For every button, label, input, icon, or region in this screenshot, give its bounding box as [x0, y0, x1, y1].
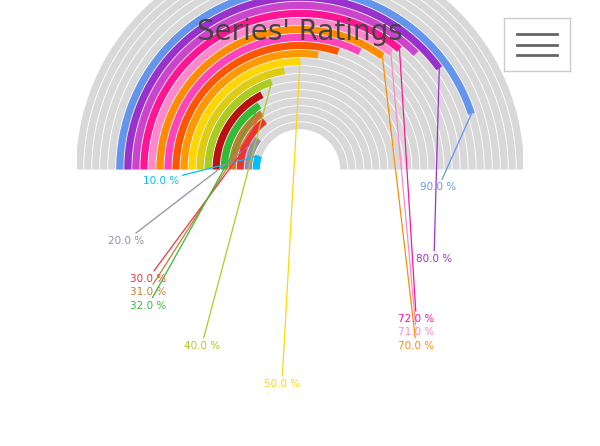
Text: 70.0 %: 70.0 % [382, 56, 434, 351]
Polygon shape [172, 42, 340, 169]
Text: 50.0 %: 50.0 % [264, 62, 300, 388]
Polygon shape [221, 103, 261, 169]
Text: 40.0 %: 40.0 % [184, 82, 272, 351]
Text: 10.0 %: 10.0 % [143, 156, 259, 186]
Text: 71.0 %: 71.0 % [391, 53, 434, 337]
Polygon shape [205, 74, 395, 169]
Polygon shape [133, 2, 467, 169]
Polygon shape [197, 66, 403, 169]
Polygon shape [188, 58, 412, 169]
Text: 72.0 %: 72.0 % [398, 49, 434, 324]
Polygon shape [116, 0, 475, 169]
Polygon shape [212, 91, 263, 169]
Polygon shape [92, 0, 508, 169]
Polygon shape [100, 0, 500, 169]
Polygon shape [133, 2, 419, 169]
Polygon shape [116, 0, 484, 169]
Polygon shape [212, 82, 388, 169]
Text: 90.0 %: 90.0 % [421, 114, 472, 192]
Polygon shape [84, 0, 516, 169]
Polygon shape [108, 0, 492, 169]
Polygon shape [229, 98, 371, 169]
Polygon shape [236, 118, 267, 169]
Polygon shape [236, 106, 364, 169]
Polygon shape [148, 18, 393, 169]
Polygon shape [164, 34, 436, 169]
Polygon shape [157, 26, 385, 169]
Polygon shape [205, 78, 273, 169]
Text: 20.0 %: 20.0 % [108, 139, 258, 246]
Polygon shape [253, 155, 262, 169]
Polygon shape [140, 10, 460, 169]
Polygon shape [148, 18, 452, 169]
Polygon shape [76, 0, 524, 169]
Polygon shape [197, 67, 285, 169]
Text: 32.0 %: 32.0 % [130, 105, 259, 310]
Polygon shape [181, 50, 419, 169]
Text: 30.0 %: 30.0 % [130, 121, 265, 284]
Polygon shape [181, 50, 319, 169]
Text: Series' Ratings: Series' Ratings [197, 18, 403, 46]
Polygon shape [124, 0, 476, 169]
Polygon shape [140, 10, 402, 169]
Polygon shape [229, 111, 264, 169]
Polygon shape [245, 114, 355, 169]
Polygon shape [221, 90, 379, 169]
Polygon shape [157, 26, 443, 169]
Polygon shape [124, 0, 442, 169]
Polygon shape [188, 58, 300, 169]
Polygon shape [245, 137, 261, 169]
Text: 80.0 %: 80.0 % [416, 68, 452, 264]
Text: 31.0 %: 31.0 % [130, 113, 262, 297]
Polygon shape [164, 34, 362, 169]
Polygon shape [253, 122, 347, 169]
Polygon shape [172, 42, 428, 169]
